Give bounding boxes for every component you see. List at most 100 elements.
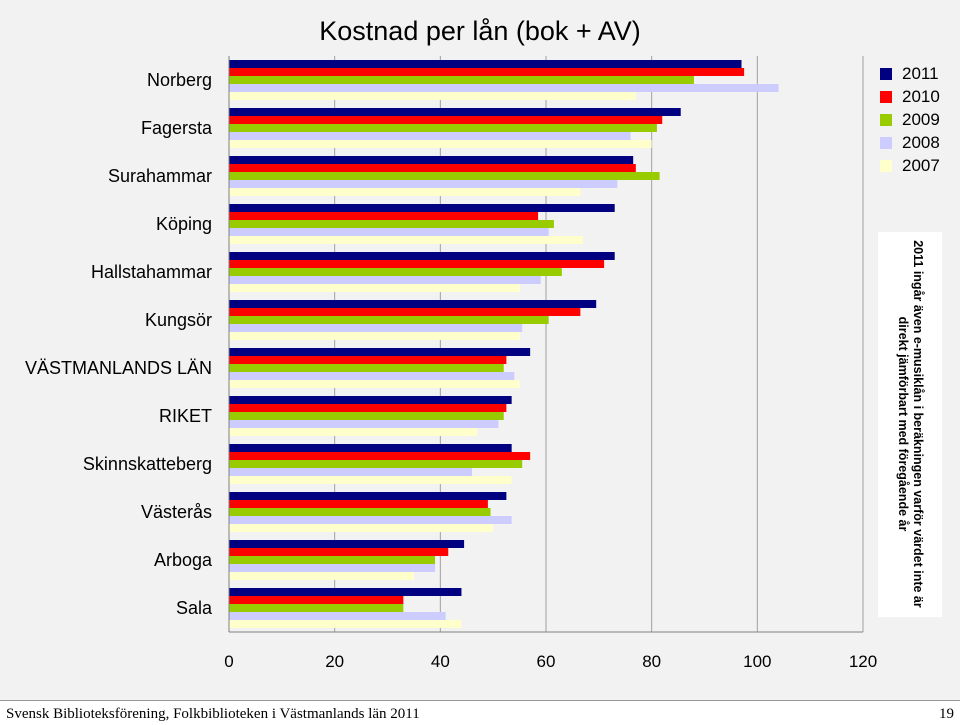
legend-label: 2011 bbox=[902, 63, 939, 83]
bar-2009 bbox=[229, 508, 491, 516]
bar-2011 bbox=[229, 348, 531, 356]
bar-2011 bbox=[229, 156, 634, 164]
legend-swatch bbox=[880, 67, 892, 80]
legend-item: 2010 bbox=[880, 85, 940, 108]
bar-2010 bbox=[229, 164, 636, 172]
bar-2007 bbox=[229, 620, 462, 628]
bar-2010 bbox=[229, 500, 488, 508]
legend-swatch bbox=[880, 113, 892, 126]
bar-2011 bbox=[229, 108, 681, 116]
bar-2010 bbox=[229, 548, 449, 556]
bar-2007 bbox=[229, 572, 414, 580]
bar-2007 bbox=[229, 524, 494, 532]
legend-item: 2011 bbox=[880, 62, 940, 85]
bar-2010 bbox=[229, 212, 539, 220]
bar-2011 bbox=[229, 204, 615, 212]
bar-2007 bbox=[229, 236, 583, 244]
legend-item: 2009 bbox=[880, 108, 940, 131]
category-label: Surahammar bbox=[108, 166, 212, 186]
bar-2008 bbox=[229, 564, 436, 572]
note-text: 2011 ingår även e-musiklån i beräkningen… bbox=[896, 240, 925, 608]
bar-2008 bbox=[229, 324, 523, 332]
bar-2010 bbox=[229, 596, 404, 604]
chart-area: 0 20 40 60 80 100 120 Norberg Fagersta Surahammar… bbox=[24, 16, 942, 671]
bar-2008 bbox=[229, 420, 499, 428]
bar-2009 bbox=[229, 604, 404, 612]
legend-swatch bbox=[880, 90, 892, 103]
bar-2010 bbox=[229, 404, 507, 412]
bar-2011 bbox=[229, 540, 465, 548]
footer-source: Svensk Biblioteksförening, Folkbibliotek… bbox=[6, 706, 420, 722]
gridlines bbox=[228, 56, 864, 632]
bar-2007 bbox=[229, 476, 512, 484]
bar-2008 bbox=[229, 372, 515, 380]
bar-2010 bbox=[229, 452, 531, 460]
category-label: Arboga bbox=[154, 550, 213, 570]
legend-item: 2007 bbox=[880, 154, 940, 177]
bar-2011 bbox=[229, 444, 512, 452]
chart-title: Kostnad per lån (bok + AV) bbox=[319, 16, 640, 46]
bar-2010 bbox=[229, 308, 581, 316]
x-tick-label: 120 bbox=[849, 652, 877, 671]
bar-2009 bbox=[229, 124, 657, 132]
bar-2011 bbox=[229, 60, 742, 68]
x-tick-label: 60 bbox=[537, 652, 556, 671]
note-box bbox=[878, 232, 942, 617]
bar-2008 bbox=[229, 84, 779, 92]
bar-2008 bbox=[229, 132, 631, 140]
bar-2009 bbox=[229, 412, 504, 420]
legend-label: 2010 bbox=[902, 86, 940, 106]
category-label: Köping bbox=[156, 214, 212, 234]
legend-label: 2008 bbox=[902, 132, 940, 152]
category-label: Västerås bbox=[141, 502, 212, 522]
bar-2008 bbox=[229, 276, 541, 284]
category-label: Kungsör bbox=[145, 310, 212, 330]
legend-item: 2008 bbox=[880, 131, 940, 154]
bar-2007 bbox=[229, 140, 652, 148]
x-tick-label: 40 bbox=[431, 652, 450, 671]
category-label: Sala bbox=[176, 598, 213, 618]
legend-label: 2009 bbox=[902, 109, 940, 129]
axes: 0 20 40 60 80 100 120 Norberg Fagersta Surahammar… bbox=[25, 56, 877, 671]
bar-2009 bbox=[229, 556, 436, 564]
bar-2010 bbox=[229, 260, 605, 268]
bar-2008 bbox=[229, 516, 512, 524]
bar-2007 bbox=[229, 332, 520, 340]
bar-2007 bbox=[229, 188, 581, 196]
bar-chart: 0 20 40 60 80 100 120 Norberg Fagersta Surahammar… bbox=[25, 16, 877, 671]
bars bbox=[229, 60, 779, 628]
x-tick-label: 20 bbox=[325, 652, 344, 671]
bar-2007 bbox=[229, 428, 478, 436]
legend-swatch bbox=[880, 136, 892, 149]
bar-2010 bbox=[229, 116, 663, 124]
category-label: VÄSTMANLANDS LÄN bbox=[25, 358, 212, 378]
legend-swatch bbox=[880, 159, 892, 172]
bar-2009 bbox=[229, 76, 694, 84]
bar-2009 bbox=[229, 316, 549, 324]
page-number: 19 bbox=[939, 706, 954, 722]
bar-2009 bbox=[229, 172, 660, 180]
bar-2009 bbox=[229, 364, 504, 372]
bar-2011 bbox=[229, 396, 512, 404]
category-label: Norberg bbox=[147, 70, 212, 90]
bar-2007 bbox=[229, 380, 520, 388]
bar-2008 bbox=[229, 612, 446, 620]
legend-label: 2007 bbox=[902, 155, 940, 175]
category-label: RIKET bbox=[159, 406, 212, 426]
x-tick-label: 0 bbox=[224, 652, 233, 671]
bar-2007 bbox=[229, 92, 636, 100]
bar-2008 bbox=[229, 468, 473, 476]
bar-2011 bbox=[229, 588, 462, 596]
legend: 2011 2010 2009 2008 2007 bbox=[880, 62, 940, 177]
bar-2009 bbox=[229, 268, 562, 276]
category-label: Fagersta bbox=[141, 118, 213, 138]
category-label: Skinnskatteberg bbox=[83, 454, 212, 474]
x-tick-label: 80 bbox=[642, 652, 661, 671]
bar-2009 bbox=[229, 220, 554, 228]
bar-2011 bbox=[229, 492, 507, 500]
bar-2008 bbox=[229, 180, 618, 188]
footer: Svensk Biblioteksförening, Folkbibliotek… bbox=[0, 700, 960, 725]
bar-2008 bbox=[229, 228, 549, 236]
x-tick-label: 100 bbox=[743, 652, 771, 671]
bar-2011 bbox=[229, 252, 615, 260]
